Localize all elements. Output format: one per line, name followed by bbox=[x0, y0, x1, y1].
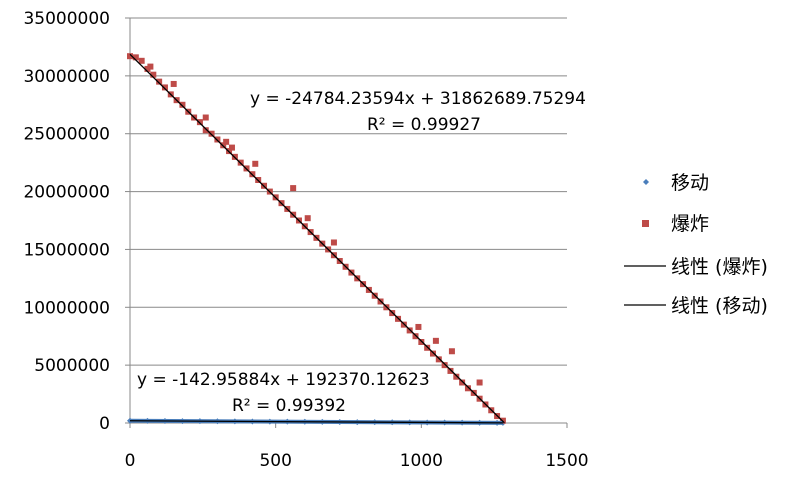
y-tick-label: 15000000 bbox=[23, 240, 110, 260]
data-point-square bbox=[432, 337, 439, 344]
data-point-square bbox=[447, 367, 454, 374]
y-axis-tick-labels: 0 5000000 10000000 15000000 20000000 25000000… bbox=[23, 9, 110, 434]
data-point-square bbox=[415, 323, 422, 330]
data-point-square bbox=[453, 373, 460, 380]
data-point-square bbox=[196, 119, 203, 126]
y-tick-label: 5000000 bbox=[34, 356, 110, 376]
legend-marker-diamond bbox=[643, 179, 649, 185]
y-tick-label: 30000000 bbox=[23, 67, 110, 87]
gridlines bbox=[130, 17, 567, 366]
trendline-r2-explosion: R² = 0.99927 bbox=[367, 115, 481, 135]
data-point-square bbox=[424, 344, 431, 351]
legend-item-trend-explosion: 线性 (爆炸) bbox=[624, 256, 768, 278]
trendline-equation-explosion: y = -24784.23594x + 31862689.75294 bbox=[250, 89, 586, 109]
legend-item-explosion: 爆炸 bbox=[642, 213, 709, 235]
legend-label-move: 移动 bbox=[671, 172, 709, 194]
trendline-equation-move: y = -142.95884x + 192370.12623 bbox=[137, 370, 430, 390]
data-point-square bbox=[459, 379, 466, 386]
x-tick-label: 1500 bbox=[545, 451, 588, 471]
data-point-square bbox=[156, 78, 163, 85]
data-point-square bbox=[228, 144, 235, 151]
data-point-square bbox=[147, 63, 154, 70]
data-point-square bbox=[252, 160, 259, 167]
y-tick-label: 0 bbox=[99, 414, 110, 434]
trendline bbox=[129, 420, 503, 424]
data-point-square bbox=[464, 385, 471, 392]
data-point-square bbox=[429, 350, 436, 357]
y-tick-label: 20000000 bbox=[23, 183, 110, 203]
legend-item-move: 移动 bbox=[643, 172, 709, 194]
legend: 移动 爆炸 线性 (爆炸) 线性 (移动) bbox=[624, 172, 768, 317]
axes bbox=[125, 17, 568, 428]
trendline-r2-move: R² = 0.99392 bbox=[232, 396, 346, 416]
data-point-square bbox=[290, 185, 297, 192]
legend-label-trend-explosion: 线性 (爆炸) bbox=[671, 256, 768, 278]
data-point-square bbox=[179, 101, 186, 108]
data-point-square bbox=[132, 54, 139, 61]
trendlines bbox=[129, 53, 505, 424]
y-tick-label: 35000000 bbox=[23, 9, 110, 29]
legend-marker-square bbox=[642, 220, 649, 227]
legend-label-trend-move: 线性 (移动) bbox=[671, 295, 768, 317]
trendline bbox=[129, 53, 505, 424]
data-point-square bbox=[441, 362, 448, 369]
legend-item-trend-move: 线性 (移动) bbox=[624, 295, 768, 317]
x-tick-label: 500 bbox=[259, 451, 291, 471]
data-point-square bbox=[127, 53, 133, 60]
data-point-square bbox=[448, 348, 455, 355]
data-point-square bbox=[476, 379, 483, 386]
data-point-square bbox=[202, 127, 209, 134]
y-tick-label: 10000000 bbox=[23, 298, 110, 318]
data-point-square bbox=[202, 114, 209, 121]
data-point-square bbox=[223, 138, 230, 145]
data-point-square bbox=[435, 356, 442, 363]
y-tick-label: 25000000 bbox=[23, 125, 110, 145]
data-point-square bbox=[138, 57, 145, 64]
x-axis-tick-labels: 0 500 1000 1500 bbox=[125, 451, 589, 471]
data-point-square bbox=[304, 215, 311, 222]
data-point-square bbox=[170, 80, 177, 87]
data-point-square bbox=[150, 71, 157, 78]
data-point-square bbox=[330, 239, 337, 246]
legend-label-explosion: 爆炸 bbox=[671, 213, 709, 235]
data-point-square bbox=[161, 84, 168, 91]
x-tick-label: 1000 bbox=[400, 451, 443, 471]
x-tick-label: 0 bbox=[125, 451, 136, 471]
